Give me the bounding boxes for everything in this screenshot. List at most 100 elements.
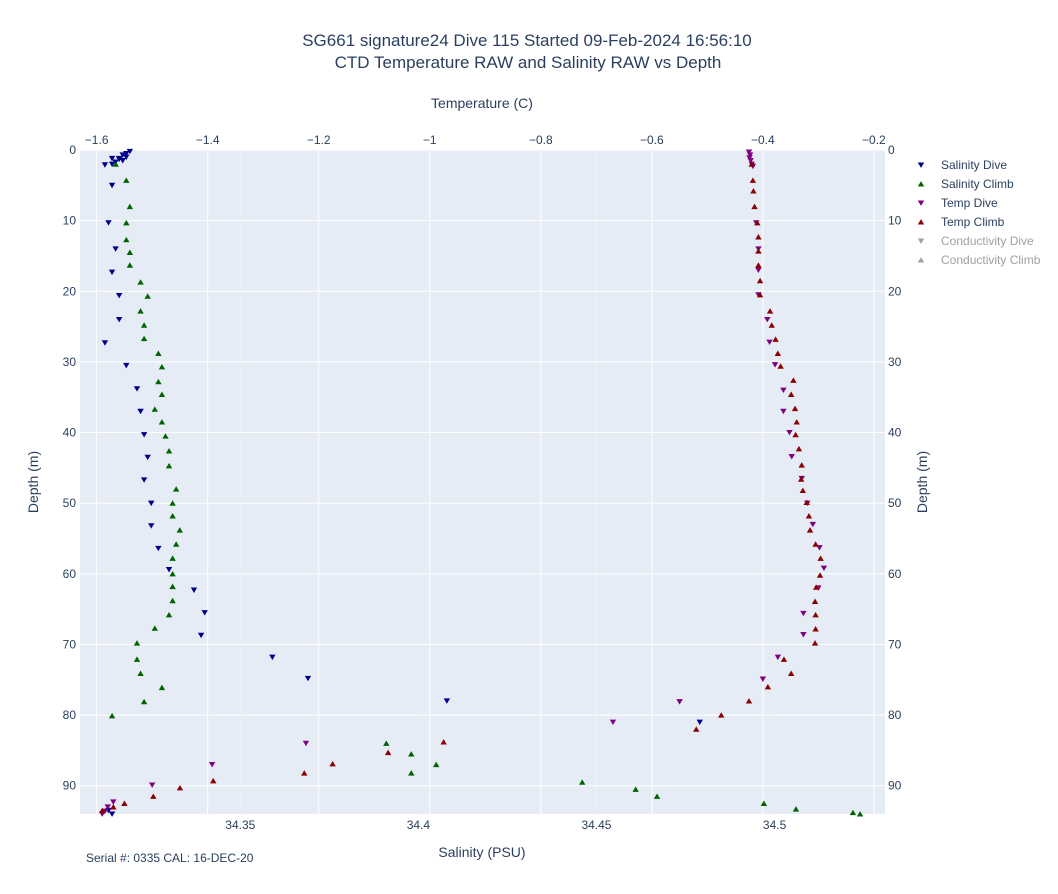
data-point: [797, 476, 805, 482]
data-point: [329, 760, 336, 767]
data-point: [383, 740, 390, 746]
data-point: [144, 293, 151, 299]
data-point: [750, 188, 757, 194]
data-point: [755, 234, 762, 240]
plot-area: [80, 150, 885, 814]
legend-marker-icon: [917, 200, 925, 206]
data-point: [749, 177, 757, 183]
data-point: [787, 391, 795, 397]
data-point: [126, 203, 134, 210]
data-point: [123, 236, 130, 243]
temperature-tick-label: −0.2: [862, 133, 886, 147]
data-point: [133, 640, 141, 646]
data-point: [849, 809, 857, 816]
data-point: [115, 292, 123, 299]
data-point: [126, 262, 134, 268]
data-point: [123, 219, 130, 226]
data-point: [108, 269, 116, 276]
data-point: [137, 408, 144, 415]
series-salinity-climb: [108, 161, 864, 817]
data-point: [165, 611, 173, 618]
data-point: [151, 406, 159, 412]
data-point: [800, 632, 807, 638]
data-point: [165, 448, 173, 454]
data-point: [579, 779, 586, 785]
data-points: [99, 148, 864, 817]
data-point: [755, 262, 762, 268]
data-point: [176, 784, 184, 791]
data-point: [751, 203, 758, 210]
salinity-tick-label: 34.5: [763, 818, 787, 832]
legend-label: Salinity Dive: [941, 158, 1007, 172]
data-point: [817, 555, 824, 561]
temperature-tick-label: −1.2: [307, 133, 331, 147]
legend-item-salinity-dive[interactable]: Salinity Dive: [917, 158, 1008, 172]
legend-item-conductivity-dive[interactable]: Conductivity Dive: [917, 234, 1034, 248]
depth-tick-label-left: 40: [63, 426, 77, 440]
data-point: [777, 363, 784, 369]
data-point: [440, 739, 447, 745]
data-point: [101, 162, 109, 168]
data-point: [746, 155, 753, 161]
data-point: [780, 656, 788, 662]
data-point: [169, 597, 176, 604]
legend-label: Salinity Climb: [941, 177, 1014, 191]
right-axis-title: Depth (m): [914, 451, 930, 513]
data-point: [745, 698, 753, 704]
data-point: [791, 405, 799, 412]
data-point: [176, 527, 183, 533]
salinity-tick-label: 34.4: [407, 818, 431, 832]
data-point: [443, 698, 451, 704]
data-point: [210, 777, 217, 784]
data-point: [115, 156, 123, 163]
data-point: [653, 793, 661, 799]
data-point: [140, 698, 148, 705]
data-point: [137, 279, 144, 285]
depth-tick-label-right: 30: [888, 355, 902, 369]
data-point: [812, 626, 819, 632]
data-point: [754, 219, 761, 226]
data-point: [759, 676, 767, 682]
data-point: [158, 363, 166, 370]
data-point: [137, 308, 144, 314]
data-point: [112, 246, 119, 252]
data-point: [800, 610, 807, 617]
legend-item-temp-climb[interactable]: Temp Climb: [917, 215, 1005, 229]
data-point: [110, 804, 117, 810]
series-salinity-dive: [101, 148, 703, 817]
data-point: [121, 800, 128, 806]
data-point: [108, 182, 116, 189]
legend-item-temp-dive[interactable]: Temp Dive: [917, 196, 998, 210]
data-point: [104, 804, 111, 810]
legend-marker-icon: [917, 162, 925, 168]
depth-tick-label-left: 70: [63, 637, 77, 651]
legend-item-salinity-climb[interactable]: Salinity Climb: [917, 177, 1014, 191]
chart-title-line2: CTD Temperature RAW and Salinity RAW vs …: [335, 53, 722, 72]
legend[interactable]: Salinity Dive Salinity Climb Temp Dive Temp…: [917, 158, 1041, 267]
data-point: [110, 799, 117, 805]
data-point: [766, 339, 773, 346]
chart-title-line1: SG661 signature24 Dive 115 Started 09-Fe…: [302, 31, 752, 50]
data-point: [197, 632, 205, 639]
legend-item-conductivity-climb[interactable]: Conductivity Climb: [917, 253, 1041, 267]
data-point: [790, 377, 797, 383]
depth-tick-label-left: 10: [63, 214, 77, 228]
data-point: [811, 598, 819, 604]
data-point: [301, 770, 308, 776]
grid-lines: [80, 149, 885, 814]
temperature-tick-label: −1.4: [196, 133, 220, 147]
data-point: [158, 419, 166, 425]
data-point: [764, 683, 772, 690]
temperature-tick-label: −1: [423, 133, 437, 147]
data-point: [805, 513, 813, 519]
depth-tick-label-left: 90: [63, 779, 77, 793]
data-point: [133, 386, 141, 392]
top-axis-title: Temperature (C): [431, 95, 533, 111]
data-point: [108, 811, 116, 817]
legend-marker-icon: [917, 238, 925, 244]
data-point: [165, 462, 173, 469]
data-point: [432, 761, 440, 768]
data-point: [856, 811, 864, 817]
data-point: [169, 583, 176, 590]
